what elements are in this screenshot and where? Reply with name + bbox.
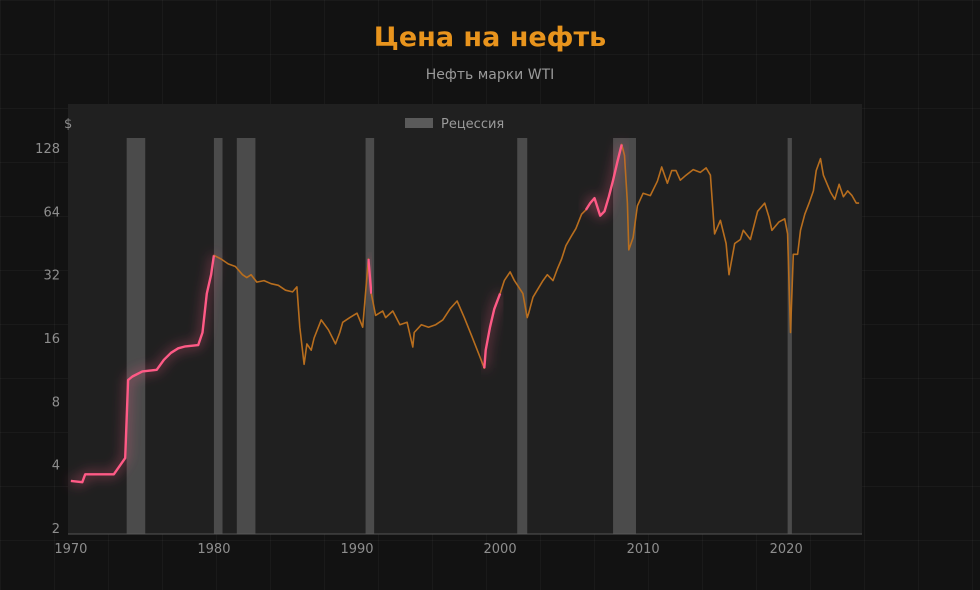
recession-band: [213, 138, 223, 534]
recession-band: [517, 138, 528, 534]
y-tick-label: 4: [52, 459, 60, 474]
highlighted-segment: [367, 258, 373, 294]
y-tick-label: 128: [35, 142, 60, 157]
x-tick-label: 2020: [770, 542, 803, 557]
recession-band: [126, 138, 146, 534]
highlighted-segment: [584, 144, 623, 217]
y-axis-label: $: [64, 117, 72, 132]
legend-label-recession: Рецессия: [441, 117, 504, 132]
highlighted-segment: [483, 293, 502, 369]
axis-ticks: 2 4 8 16 32 64 128 1970 1980 1990 2000 2010 2020: [35, 142, 803, 557]
x-tick-label: 1990: [340, 542, 373, 557]
chart-title: Цена на нефть: [373, 22, 607, 53]
y-tick-label: 8: [52, 395, 60, 410]
recession-band: [236, 138, 256, 534]
x-tick-label: 1970: [54, 542, 87, 557]
recession-band: [613, 138, 636, 534]
y-tick-label: 64: [43, 205, 60, 220]
y-tick-label: 16: [43, 332, 60, 347]
legend-swatch-recession: [405, 118, 433, 128]
highlighted-segments: [70, 144, 623, 484]
legend: Рецессия: [405, 117, 504, 132]
recession-band: [787, 138, 792, 534]
price-series: [70, 143, 860, 483]
recession-bands: [126, 138, 792, 534]
recession-band: [365, 138, 375, 534]
y-tick-label: 32: [43, 269, 60, 284]
y-tick-label: 2: [52, 522, 60, 537]
x-tick-label: 2000: [484, 542, 517, 557]
highlighted-segment: [70, 255, 216, 484]
price-line: [70, 143, 860, 483]
chart-subtitle: Нефть марки WTI: [425, 67, 555, 83]
x-tick-label: 1980: [197, 542, 230, 557]
x-tick-label: 2010: [627, 542, 660, 557]
